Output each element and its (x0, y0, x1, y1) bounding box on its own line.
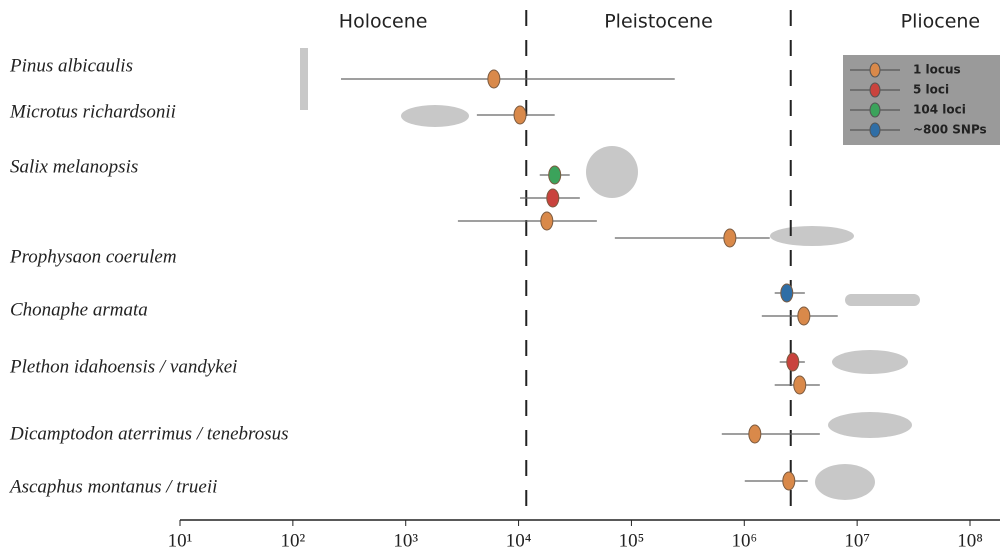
legend-marker (869, 102, 881, 118)
epoch-label: Pliocene (901, 11, 981, 33)
legend-marker (869, 82, 881, 98)
legend-marker (869, 62, 881, 78)
legend-label: 5 loci (913, 83, 949, 97)
estimate-point (546, 188, 560, 208)
estimate-point (782, 471, 796, 491)
x-tick-label: 10⁴ (506, 530, 532, 551)
epoch-label: Holocene (339, 11, 428, 33)
estimate-point (487, 69, 501, 89)
x-tick-label: 10¹ (168, 530, 193, 551)
millipede-icon (845, 294, 920, 306)
x-tick-label: 10⁶ (731, 530, 757, 551)
species-label: Ascaphus montanus / trueii (8, 476, 217, 497)
frog-icon (815, 464, 875, 500)
species-label: Microtus richardsonii (9, 101, 176, 122)
x-tick-label: 10³ (393, 530, 418, 551)
tree-icon (300, 48, 308, 110)
x-tick-label: 10⁵ (619, 530, 645, 551)
estimate-point (793, 375, 807, 395)
estimate-point (786, 352, 800, 372)
species-label: Dicamptodon aterrimus / tenebrosus (9, 423, 288, 444)
slug-icon (770, 226, 854, 246)
estimate-point (780, 283, 794, 303)
legend-label: 1 locus (913, 63, 961, 77)
silhouettes (300, 48, 920, 500)
legend-marker (869, 122, 881, 138)
species-label: Salix melanopsis (10, 156, 138, 177)
willow-icon (586, 146, 638, 198)
estimate-point (797, 306, 811, 326)
species-label: Chonaphe armata (10, 299, 148, 320)
legend: 1 locus 5 loci 104 loci ~800 SNPs (843, 55, 1000, 145)
epoch-label: Pleistocene (604, 11, 713, 33)
species-label: Plethon idahoensis / vandykei (9, 356, 237, 377)
species-label: Pinus albicaulis (9, 55, 133, 76)
estimate-point (513, 105, 527, 125)
x-tick-label: 10⁸ (957, 530, 983, 551)
estimate-point (540, 211, 554, 231)
species-label: Prophysaon coerulem (9, 246, 177, 267)
vole-icon (401, 105, 469, 127)
x-tick-label: 10² (281, 530, 306, 551)
x-tick-label: 10⁷ (844, 530, 870, 551)
salamander-icon (832, 350, 908, 374)
estimate-point (723, 228, 737, 248)
legend-label: ~800 SNPs (913, 123, 987, 137)
estimate-point (548, 165, 562, 185)
estimate-point (748, 424, 762, 444)
legend-label: 104 loci (913, 103, 966, 117)
salamander-icon (828, 412, 912, 438)
